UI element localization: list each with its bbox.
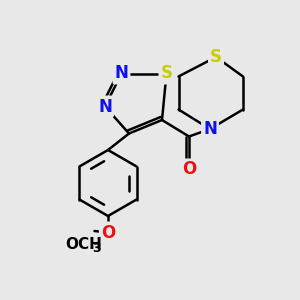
Text: OCH: OCH [66, 237, 102, 252]
Text: S: S [160, 64, 172, 82]
Text: N: N [203, 120, 217, 138]
Text: N: N [115, 64, 128, 82]
Text: S: S [210, 48, 222, 66]
Text: 3: 3 [92, 242, 101, 255]
Text: O: O [101, 224, 115, 242]
Text: N: N [98, 98, 112, 116]
Text: O: O [182, 160, 196, 178]
